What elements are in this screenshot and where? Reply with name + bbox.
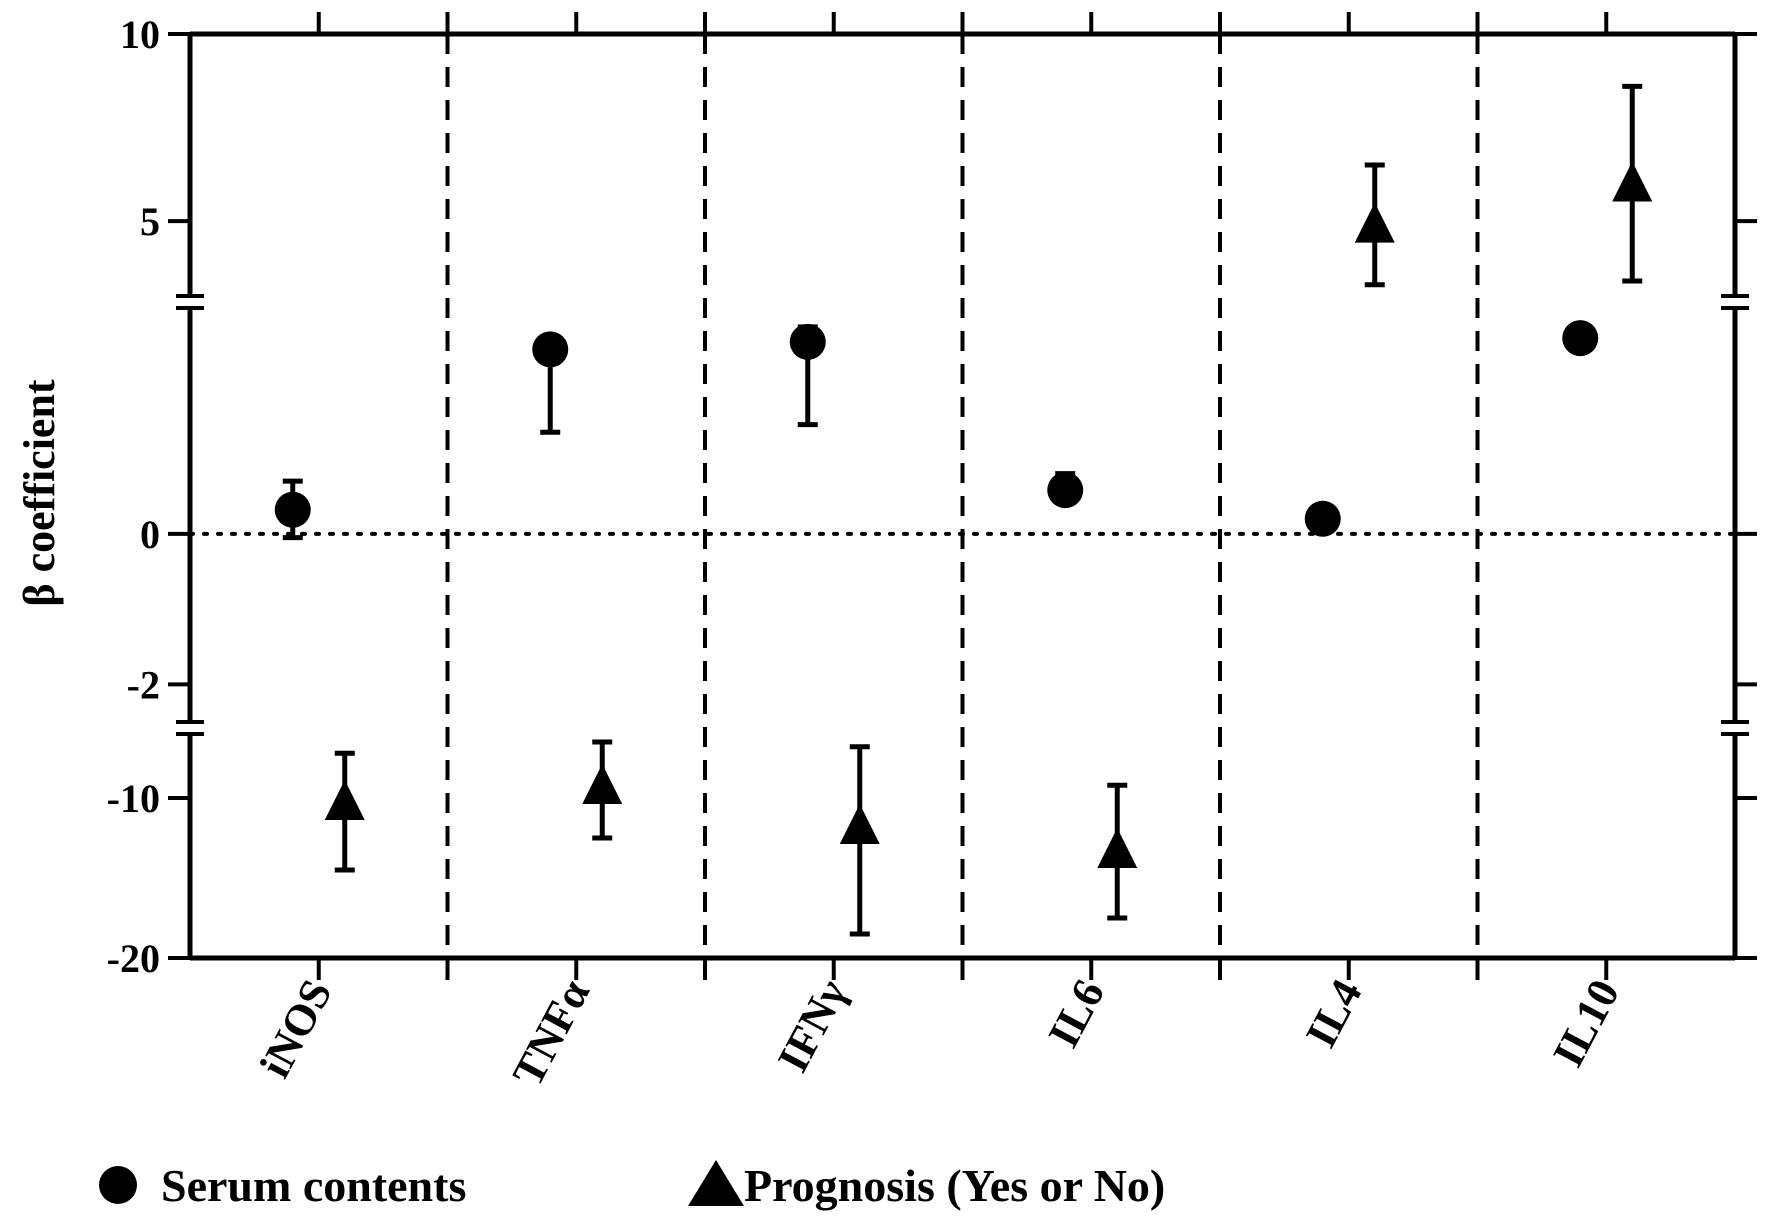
axes <box>168 12 1757 980</box>
x-tick-label: IFNγ <box>768 972 857 1080</box>
legend: Serum contents Prognosis (Yes or No) <box>99 1160 1165 1211</box>
y-tick-label: -10 <box>107 776 160 821</box>
y-tick-label: 0 <box>140 512 160 557</box>
data-point-prognosis <box>839 804 880 844</box>
y-tick-label: -2 <box>127 662 160 707</box>
x-tick-label: iNOS <box>250 972 341 1086</box>
y-tick-label: 5 <box>140 199 160 244</box>
data-point-prognosis <box>1612 161 1653 202</box>
y-axis-label: β coefficient <box>15 379 64 607</box>
legend-label-serum: Serum contents <box>161 1160 466 1211</box>
data-point-serum <box>1562 320 1599 357</box>
data-point-serum <box>789 323 826 360</box>
legend-triangle-icon <box>688 1160 744 1206</box>
data-marks <box>274 83 1653 937</box>
data-point-serum <box>532 331 569 368</box>
legend-circle-icon <box>99 1166 137 1204</box>
x-tick-label: IL10 <box>1543 972 1629 1075</box>
legend-label-prognosis: Prognosis (Yes or No) <box>744 1160 1165 1211</box>
y-tick-label: 10 <box>120 12 160 57</box>
category-separators <box>445 34 1480 958</box>
x-tick-labels: iNOS TNFα IFNγ IL6 IL4 IL10 <box>250 971 1629 1094</box>
x-tick-label: IL4 <box>1296 972 1371 1055</box>
data-point-serum <box>1047 472 1084 509</box>
x-tick-label: IL6 <box>1039 972 1114 1055</box>
data-point-serum <box>274 491 311 528</box>
data-point-prognosis <box>582 764 623 804</box>
data-point-serum <box>1304 500 1341 537</box>
x-tick-label: TNFα <box>503 971 599 1094</box>
y-tick-labels: 10 5 0 -2 -10 -20 <box>107 12 160 981</box>
data-point-prognosis <box>1097 828 1138 868</box>
data-point-prognosis <box>324 780 365 820</box>
y-tick-label: -20 <box>107 936 160 981</box>
data-point-prognosis <box>1354 202 1395 243</box>
